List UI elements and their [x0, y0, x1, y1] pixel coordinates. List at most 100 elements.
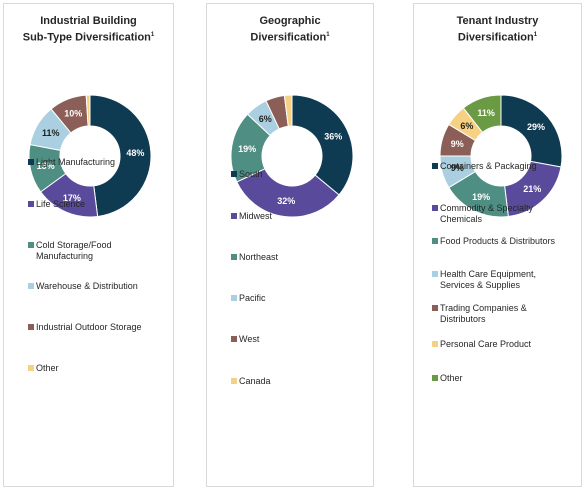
legend-label: Services & Supplies [440, 280, 521, 290]
legend-item-pacific: Pacific [231, 293, 367, 304]
legend-label: South [239, 169, 263, 179]
legend-label: Pacific [239, 293, 266, 303]
legend-label: Food Products & Distributors [440, 236, 556, 246]
legend-swatch [231, 213, 237, 219]
legend-item-life-science: Life Science [28, 199, 167, 210]
legend-swatch [231, 171, 237, 177]
data-label-commodity-specialty-chemicals: 21% [523, 184, 541, 194]
chart-title-line: Diversification [250, 31, 327, 44]
legend-label: Midwest [239, 211, 273, 221]
data-label-cold-storage-food-manufacturing: 13% [37, 161, 55, 171]
data-label-other: 11% [477, 108, 495, 118]
data-label-health-care-equipment-services-supplies: 9% [451, 163, 464, 173]
legend-swatch [231, 254, 237, 260]
donut-chart: 36% 32% 19% 6% [230, 94, 354, 218]
legend-item-cold-storage-food-manufacturing: Cold Storage/Food Manufacturing [28, 240, 167, 262]
donut-slice-canada [283, 94, 293, 127]
data-label-trading-companies-distributors: 9% [451, 139, 464, 149]
legend-item-personal-care-product: Personal Care Product [432, 339, 575, 350]
data-label-industrial-outdoor-storage: 10% [64, 109, 82, 119]
donut-slice-containers-packaging [500, 94, 563, 168]
legend-label: Northeast [239, 252, 279, 262]
legend-item-canada: Canada [231, 376, 367, 387]
legend-item-light-manufacturing: Light Manufacturing [28, 157, 167, 168]
legend-swatch [432, 375, 438, 381]
legend-item-commodity-specialty-chemicals: Commodity & Specialty Chemicals [432, 203, 575, 225]
tenant-industry-diversification-panel: Tenant Industry Diversification1 29% 21% 1… [413, 3, 582, 487]
legend-swatch [432, 305, 438, 311]
donut-slice-other [85, 94, 91, 127]
legend-label: Life Science [36, 199, 86, 209]
legend-label: Light Manufacturing [36, 157, 116, 167]
donut-slice-south [291, 94, 354, 196]
chart-title-line: Sub-Type Diversification [22, 31, 151, 44]
legend-label: Trading Companies & [440, 303, 527, 313]
chart-title-line: Industrial Building [40, 15, 137, 27]
legend-item-other: Other [432, 373, 575, 384]
legend-label: Other [440, 373, 463, 383]
chart-title: Tenant Industry Diversification1 [414, 14, 581, 45]
data-label-containers-packaging: 29% [527, 122, 545, 132]
legend-item-warehouse-distribution: Warehouse & Distribution [28, 281, 167, 292]
legend-label: Warehouse & Distribution [36, 281, 138, 291]
legend-label: Personal Care Product [440, 339, 532, 349]
footnote-marker: 1 [533, 32, 538, 38]
chart-title-line: Tenant Industry [456, 15, 539, 27]
data-label-south: 36% [324, 132, 342, 142]
legend-item-midwest: Midwest [231, 211, 367, 222]
donut-chart: 48% 17% 13% 11% 10% [28, 94, 152, 218]
donut-chart: 29% 21% 19% 9% 9% 6% 11% [439, 94, 563, 218]
legend-label: Other [36, 363, 59, 373]
legend-item-health-care-equipment-services-supplies: Health Care Equipment, Services & Supplie… [432, 269, 575, 291]
legend-swatch [231, 336, 237, 342]
legend-label: Chemicals [440, 214, 483, 224]
donut-slice-light-manufacturing [89, 94, 152, 218]
data-label-pacific: 6% [259, 114, 272, 124]
legend-swatch [28, 242, 34, 248]
chart-title: Geographic Diversification1 [207, 14, 373, 45]
chart-title-line: Geographic [259, 15, 321, 27]
legend-swatch [432, 163, 438, 169]
legend-swatch [432, 205, 438, 211]
donut-slice-midwest [236, 168, 340, 218]
legend-label: Health Care Equipment, [440, 269, 537, 279]
geographic-diversification-panel: Geographic Diversification1 36% 32% 19% 6% … [206, 3, 374, 487]
legend-swatch [231, 295, 237, 301]
legend-label: Canada [239, 376, 271, 386]
legend-label: Containers & Packaging [440, 161, 537, 171]
legend-swatch [432, 238, 438, 244]
data-label-warehouse-distribution: 11% [42, 128, 60, 138]
legend-item-trading-companies-distributors: Trading Companies & Distributors [432, 303, 575, 325]
legend-swatch [28, 324, 34, 330]
data-label-light-manufacturing: 48% [126, 148, 144, 158]
legend-label: Commodity & Specialty [440, 203, 534, 213]
data-label-northeast: 19% [238, 144, 256, 154]
legend-label: Manufacturing [36, 251, 94, 261]
chart-title-line: Diversification [457, 31, 534, 44]
legend-swatch [432, 341, 438, 347]
donut-slice-other [462, 94, 502, 134]
legend-swatch [28, 365, 34, 371]
legend-label: Distributors [440, 314, 486, 324]
legend-swatch [28, 201, 34, 207]
legend-item-west: West [231, 334, 367, 345]
legend-item-south: South [231, 169, 367, 180]
data-label-personal-care-product: 6% [460, 121, 473, 131]
data-label-life-science: 17% [63, 193, 81, 203]
data-label-food-products-distributors: 19% [472, 192, 490, 202]
legend-swatch [28, 159, 34, 165]
legend-label: Industrial Outdoor Storage [36, 322, 142, 332]
sub-type-diversification-panel: Industrial Building Sub-Type Diversifica… [3, 3, 174, 487]
legend-item-food-products-distributors: Food Products & Distributors [432, 236, 575, 247]
legend-swatch [231, 378, 237, 384]
legend-label: West [239, 334, 260, 344]
legend-item-containers-packaging: Containers & Packaging [432, 161, 575, 172]
legend-item-industrial-outdoor-storage: Industrial Outdoor Storage [28, 322, 167, 333]
legend-item-northeast: Northeast [231, 252, 367, 263]
legend-item-other: Other [28, 363, 167, 374]
data-label-midwest: 32% [277, 196, 295, 206]
footnote-marker: 1 [326, 32, 330, 38]
legend-label: Cold Storage/Food [36, 240, 112, 250]
legend-swatch [28, 283, 34, 289]
chart-title: Industrial Building Sub-Type Diversifica… [4, 14, 173, 45]
